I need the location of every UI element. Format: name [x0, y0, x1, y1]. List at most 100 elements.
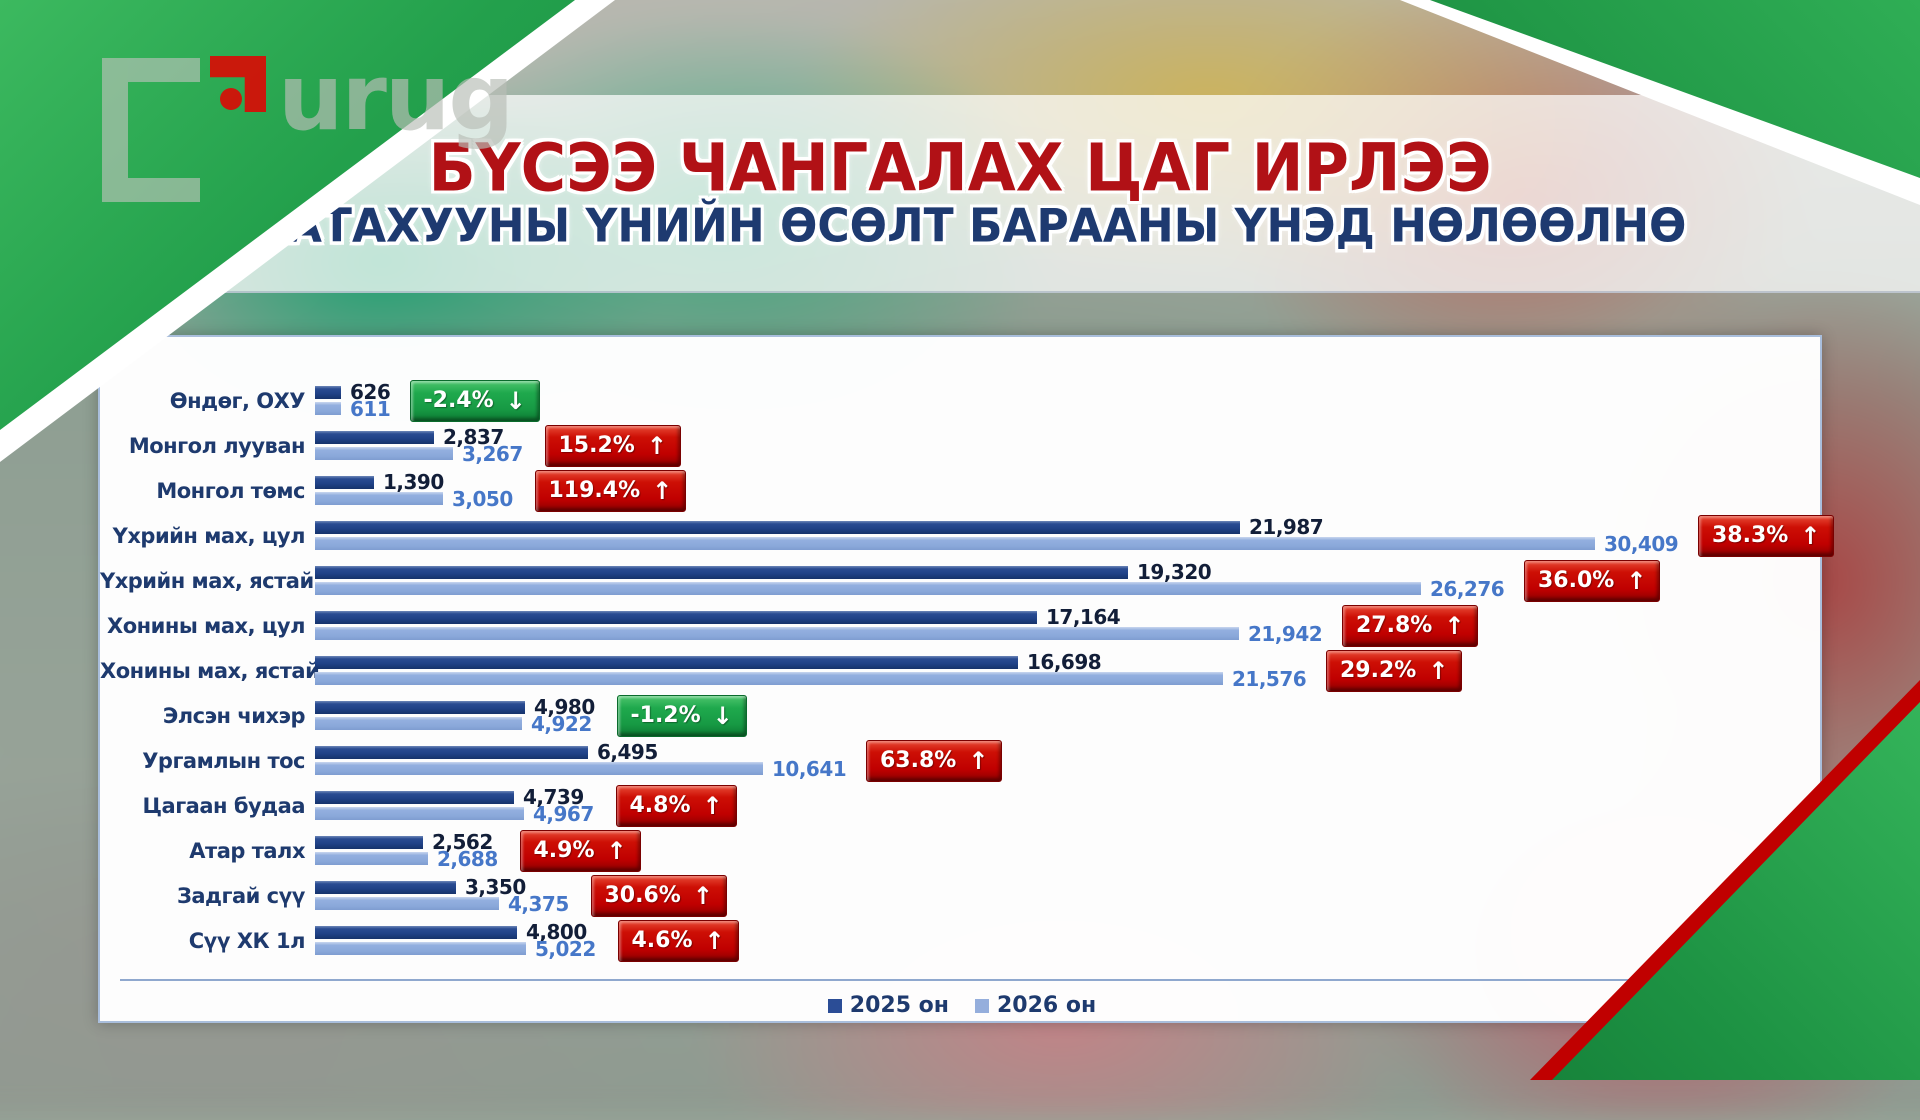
change-percent: 27.8% — [1356, 613, 1433, 638]
change-badge: 4.6% ↑ — [617, 919, 739, 962]
bar-2025 — [315, 791, 514, 804]
change-badge: 4.8% ↑ — [615, 784, 737, 827]
legend-item-2026: 2026 он — [975, 993, 1096, 1018]
up-arrow-icon: ↑ — [1428, 656, 1449, 685]
change-badge: 30.6% ↑ — [590, 874, 727, 917]
change-badge: 63.8% ↑ — [866, 739, 1003, 782]
value-2025: 626 — [350, 380, 391, 404]
bar-2026 — [315, 447, 453, 460]
change-percent: 38.3% — [1712, 523, 1789, 548]
value-2026: 26,276 — [1430, 577, 1505, 601]
bar-2026 — [315, 852, 428, 865]
chart-row: Сүү ХК 1л 4,800 5,022 4.6% ↑ — [100, 918, 1824, 963]
change-badge: 29.2% ↑ — [1326, 649, 1463, 692]
value-2025: 16,698 — [1027, 650, 1102, 674]
category-label: Цагаан будаа — [142, 793, 306, 818]
bar-2025 — [315, 701, 525, 714]
chart-row: Үхрийн мах, ястай 19,320 26,276 36.0% ↑ — [100, 558, 1824, 603]
bar-2025 — [315, 476, 374, 489]
category-label: Сүү ХК 1л — [188, 928, 306, 953]
down-arrow-icon: ↓ — [505, 386, 526, 415]
legend-item-2025: 2025 он — [827, 993, 949, 1018]
change-percent: 63.8% — [880, 748, 957, 773]
value-2025: 4,739 — [523, 785, 584, 809]
value-2026: 21,942 — [1248, 622, 1323, 646]
chart-row: Өндөг, ОХУ 626 611 -2.4% ↓ — [100, 378, 1824, 423]
value-2025: 2,837 — [443, 425, 504, 449]
value-2025: 19,320 — [1137, 560, 1212, 584]
main-title: БҮСЭЭ ЧАНГАЛАХ ЦАГ ИРЛЭЭ — [428, 129, 1492, 207]
category-label: Үхрийн мах, ястай — [100, 568, 314, 593]
bar-2025 — [315, 386, 341, 399]
change-percent: 4.6% — [631, 928, 693, 953]
value-2025: 3,350 — [465, 875, 526, 899]
change-badge: 27.8% ↑ — [1342, 604, 1479, 647]
category-label: Үхрийн мах, цул — [112, 523, 306, 548]
change-percent: 4.9% — [533, 838, 595, 863]
bar-2026 — [315, 402, 341, 415]
up-arrow-icon: ↑ — [1626, 566, 1647, 595]
chart-legend: 2025 он 2026 он — [100, 993, 1824, 1018]
logo-text: urug — [278, 44, 514, 151]
up-arrow-icon: ↑ — [1800, 521, 1821, 550]
bar-2025 — [315, 431, 434, 444]
value-2025: 4,800 — [526, 920, 587, 944]
chart-row: Цагаан будаа 4,739 4,967 4.8% ↑ — [100, 783, 1824, 828]
value-2026: 3,050 — [452, 487, 513, 511]
value-2026: 5,022 — [535, 937, 596, 961]
bar-2026 — [315, 807, 524, 820]
change-badge: 15.2% ↑ — [544, 424, 681, 467]
value-2025: 4,980 — [534, 695, 595, 719]
legend-marker-2025-icon — [827, 998, 842, 1013]
bar-2026 — [315, 582, 1421, 595]
change-percent: 15.2% — [558, 433, 635, 458]
bar-2026 — [315, 762, 763, 775]
change-badge: 4.9% ↑ — [519, 829, 641, 872]
value-2026: 4,375 — [508, 892, 569, 916]
chart-row: Монгол төмс 1,390 3,050 119.4% ↑ — [100, 468, 1824, 513]
value-2025: 17,164 — [1046, 605, 1121, 629]
change-badge: 38.3% ↑ — [1698, 514, 1835, 557]
change-badge: 36.0% ↑ — [1524, 559, 1661, 602]
change-percent: 36.0% — [1538, 568, 1615, 593]
bar-2025 — [315, 746, 588, 759]
change-badge: -2.4% ↓ — [409, 379, 540, 422]
change-percent: -2.4% — [423, 388, 494, 413]
up-arrow-icon: ↑ — [968, 746, 989, 775]
change-percent: 119.4% — [548, 478, 641, 503]
bar-2025 — [315, 521, 1240, 534]
chart-row: Атар талх 2,562 2,688 4.9% ↑ — [100, 828, 1824, 873]
value-2026: 21,576 — [1232, 667, 1307, 691]
category-label: Атар талх — [189, 838, 305, 863]
up-arrow-icon: ↑ — [606, 836, 627, 865]
legend-marker-2026-icon — [975, 998, 989, 1013]
bar-2026 — [315, 897, 499, 910]
bar-2026 — [315, 537, 1595, 550]
change-percent: 29.2% — [1340, 658, 1417, 683]
subtitle: ШАТАХУУНЫ ҮНИЙН ӨСӨЛТ БАРААНЫ ҮНЭД НӨЛӨӨ… — [233, 200, 1687, 254]
chart-row: Үхрийн мах, цул 21,987 30,409 38.3% ↑ — [100, 513, 1835, 558]
logo-bracket-icon — [102, 58, 200, 202]
value-2026: 4,922 — [531, 712, 592, 736]
value-2026: 2,688 — [437, 847, 498, 871]
value-2025: 1,390 — [383, 470, 444, 494]
bar-2025 — [315, 611, 1037, 624]
category-label: Хонины мах, цул — [107, 613, 305, 638]
change-percent: 4.8% — [629, 793, 691, 818]
value-2026: 10,641 — [772, 757, 847, 781]
chart-row: Хонины мах, цул 17,164 21,942 27.8% ↑ — [100, 603, 1824, 648]
bar-2025 — [315, 566, 1128, 579]
category-label: Ургамлын тос — [142, 748, 305, 773]
value-2025: 6,495 — [597, 740, 658, 764]
up-arrow-icon: ↑ — [646, 431, 667, 460]
bar-2026 — [315, 672, 1223, 685]
bar-2025 — [315, 836, 423, 849]
up-arrow-icon: ↑ — [1444, 611, 1465, 640]
category-label: Монгол төмс — [156, 478, 305, 503]
bar-2026 — [315, 717, 522, 730]
change-badge: 119.4% ↑ — [534, 469, 687, 512]
legend-label-2025: 2025 он — [849, 993, 949, 1018]
chart-panel: Өндөг, ОХУ 626 611 -2.4% ↓ Монгол лууван 2,837… — [98, 335, 1835, 1023]
chart-row: Элсэн чихэр 4,980 4,922 -1.2% ↓ — [100, 693, 1824, 738]
value-2026: 4,967 — [533, 802, 594, 826]
